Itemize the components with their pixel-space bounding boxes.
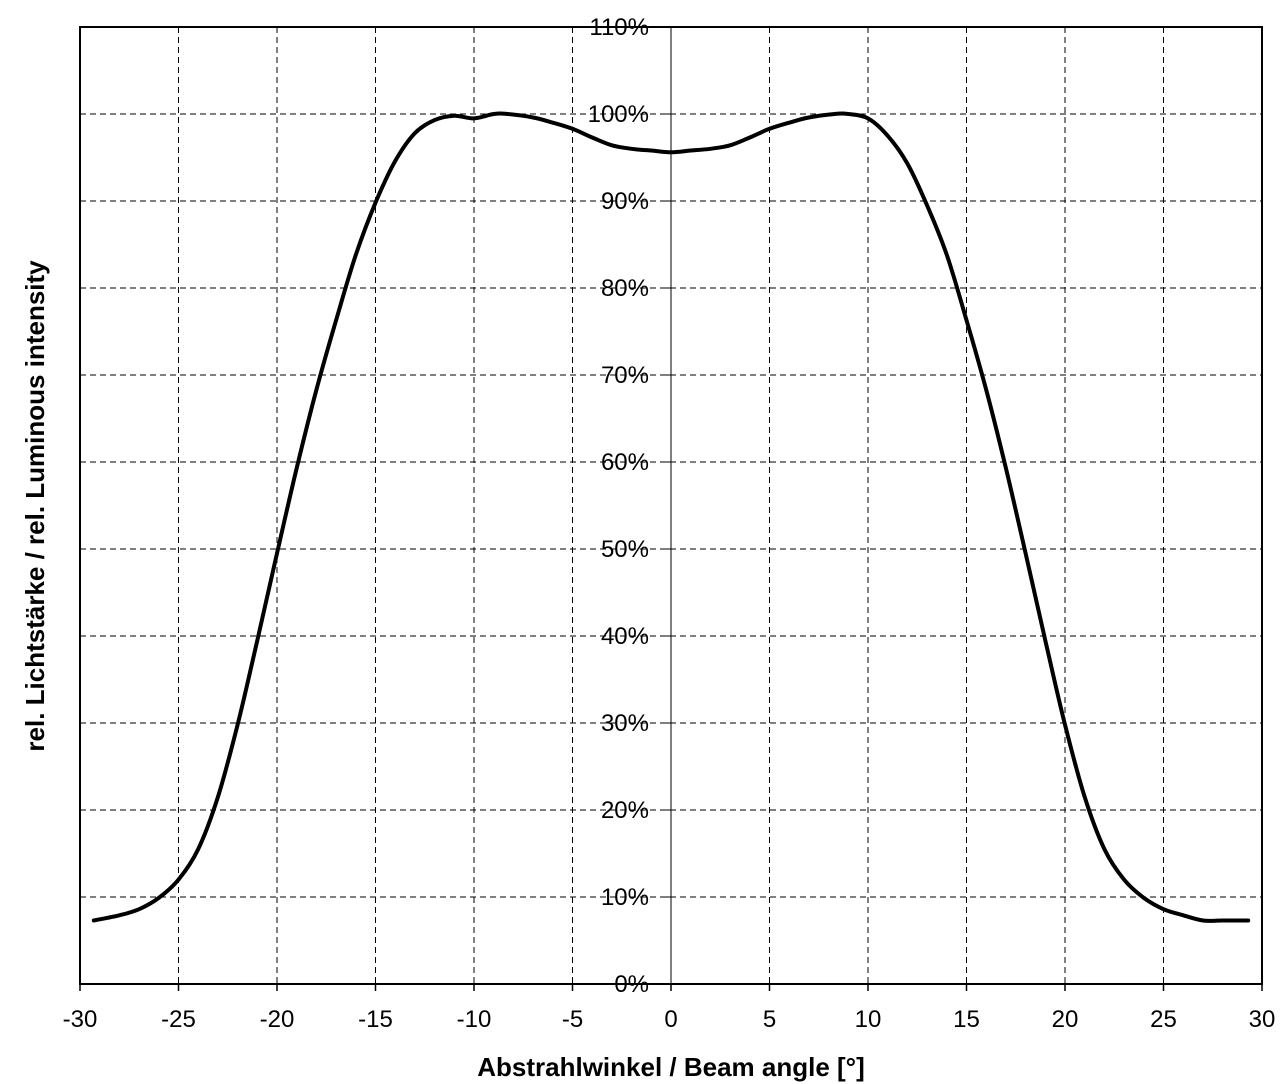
y-tick-label: 30% — [601, 710, 649, 737]
x-axis-ticks: -30 -25 -20 -15 -10 -5 0 5 10 15 20 25 30 — [63, 984, 1276, 1033]
plot-frame — [79, 26, 1263, 985]
y-tick-label: 80% — [601, 275, 649, 302]
series-line — [91, 111, 1251, 923]
x-tick-label: 10 — [855, 1006, 882, 1033]
x-tick-label: -25 — [161, 1006, 196, 1033]
x-tick-label: -30 — [63, 1006, 98, 1033]
y-tick-label: 40% — [601, 623, 649, 650]
x-axis-title: Abstrahlwinkel / Beam angle [°] — [477, 1052, 865, 1082]
x-tick-label: -10 — [457, 1006, 492, 1033]
x-tick-label: 30 — [1249, 1006, 1276, 1033]
x-tick-label: 5 — [763, 1006, 776, 1033]
y-tick-label: 10% — [601, 884, 649, 911]
x-tick-label: 20 — [1052, 1006, 1079, 1033]
x-tick-label: -15 — [358, 1006, 393, 1033]
y-tick-label: 50% — [601, 536, 649, 563]
y-tick-label: 20% — [601, 797, 649, 824]
y-tick-label: 70% — [601, 362, 649, 389]
y-tick-label: 90% — [601, 188, 649, 215]
x-tick-label: -20 — [260, 1006, 295, 1033]
y-tick-label: 100% — [588, 101, 649, 128]
y-tick-label: 60% — [601, 449, 649, 476]
x-tick-label: 0 — [664, 1006, 677, 1033]
x-tick-label: 25 — [1150, 1006, 1177, 1033]
y-axis-title: rel. Lichtstärke / rel. Luminous intensi… — [20, 260, 50, 752]
x-tick-label: -5 — [562, 1006, 583, 1033]
x-tick-label: 15 — [953, 1006, 980, 1033]
